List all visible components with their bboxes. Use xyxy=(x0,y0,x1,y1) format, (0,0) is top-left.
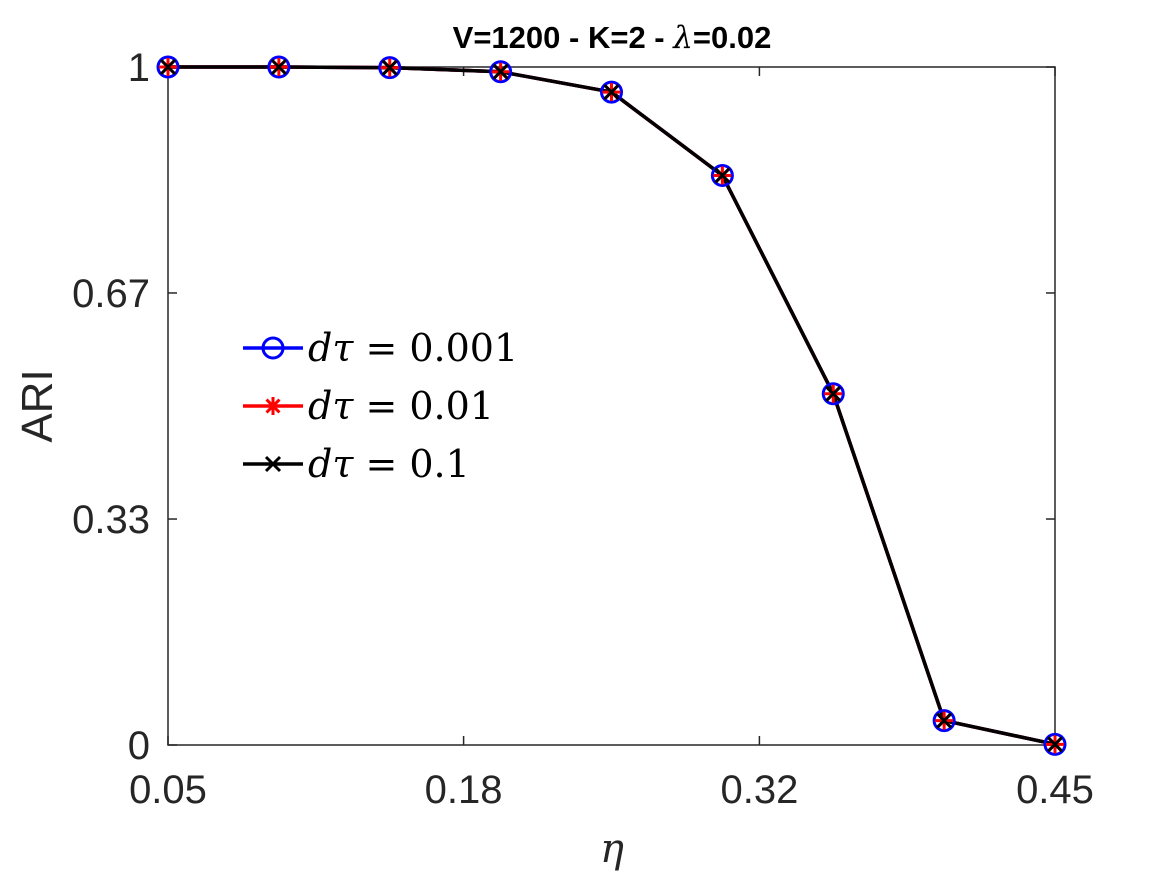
legend-entry-1: dτ = 0.001 xyxy=(243,326,518,370)
legend-label-value: 0.001 xyxy=(409,326,518,370)
y-tick-label: 0.33 xyxy=(72,498,150,542)
x-tick-label: 0.45 xyxy=(1016,768,1094,812)
legend-marker xyxy=(264,455,282,473)
legend-label-value: 0.01 xyxy=(409,384,494,428)
series-1-point xyxy=(932,709,956,733)
legend-label-lhs: dτ xyxy=(308,384,354,428)
series-1-point xyxy=(821,382,845,406)
legend-label: dτ = 0.01 xyxy=(308,384,494,428)
legend-entry-2: dτ = 0.01 xyxy=(243,384,494,428)
legend-entry-3: dτ = 0.1 xyxy=(243,442,470,486)
legend-label-lhs: dτ xyxy=(308,326,354,370)
legend-label-equals: = xyxy=(353,384,409,428)
title-suffix: =0.02 xyxy=(693,20,771,55)
legend-label: dτ = 0.001 xyxy=(308,326,518,370)
series-3-point xyxy=(1046,736,1064,753)
legend-marker xyxy=(264,397,282,415)
legend-label-equals: = xyxy=(353,442,409,486)
series-3-point xyxy=(381,59,398,76)
y-axis-label: ARI xyxy=(13,369,62,442)
series-1-point xyxy=(378,56,402,80)
x-tick-label: 0.05 xyxy=(129,768,207,812)
series-1-point xyxy=(710,163,734,187)
series-3-point xyxy=(714,167,731,184)
chart-title: V=1200 - K=2 - λ=0.02 xyxy=(453,20,772,56)
series-1-point xyxy=(267,55,291,79)
y-tick-label: 1 xyxy=(128,46,150,90)
series-1-point xyxy=(1043,732,1067,756)
series-3-point xyxy=(270,58,287,76)
plot-area xyxy=(167,66,1056,746)
series-3-point xyxy=(159,58,177,76)
y-tick-label: 0.67 xyxy=(72,272,150,316)
legend-label-equals: = xyxy=(353,326,409,370)
series-1-point xyxy=(489,60,513,84)
title-prefix: V=1200 - K=2 - xyxy=(453,20,674,55)
legend-label-value: 0.1 xyxy=(409,442,469,486)
x-tick-label: 0.18 xyxy=(425,768,503,812)
legend-label-lhs: dτ xyxy=(308,442,354,486)
series-1-point xyxy=(156,55,180,79)
legend-label: dτ = 0.1 xyxy=(308,442,470,486)
series-3-point xyxy=(936,712,953,729)
series-markers xyxy=(156,55,1067,756)
series-1-point xyxy=(600,80,623,104)
series-3-point xyxy=(603,84,620,101)
axis-ticks: 0.05 0.18 0.32 0.45 0 0.33 0.67 1 xyxy=(72,46,1094,812)
title-symbol: λ xyxy=(671,20,693,56)
series-3-point xyxy=(492,63,509,80)
x-tick-label: 0.32 xyxy=(720,768,798,812)
legend-marker xyxy=(261,336,285,360)
y-tick-label: 0 xyxy=(128,724,150,768)
x-axis-label: η xyxy=(600,826,624,872)
series-3-point xyxy=(825,385,842,402)
